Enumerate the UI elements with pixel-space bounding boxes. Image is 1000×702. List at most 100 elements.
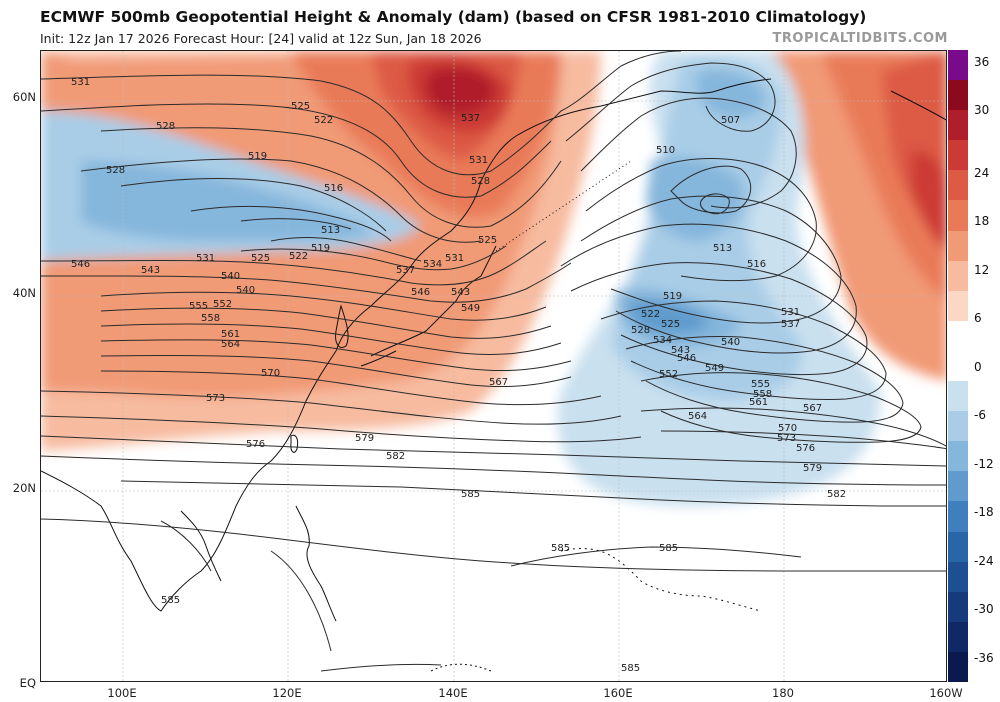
contour-label: 522	[641, 309, 660, 320]
lat-label-20n: 20N	[12, 481, 36, 495]
contour-label: 561	[749, 397, 768, 408]
lon-label-160e: 160E	[603, 686, 633, 700]
colorbar-label: 6	[974, 311, 982, 325]
colorbar-label: 12	[974, 263, 990, 277]
lon-label-120e: 120E	[272, 686, 302, 700]
contour-label: 570	[778, 423, 797, 434]
contour-label: 513	[713, 243, 732, 254]
anomaly-fills	[41, 51, 946, 506]
contour-label: 510	[656, 145, 675, 156]
contour-label: 528	[631, 325, 650, 336]
header: ECMWF 500mb Geopotential Height & Anomal…	[0, 0, 1000, 50]
colorbar-segment	[948, 200, 968, 232]
longitude-axis: 100E 120E 140E 160E 180 160W	[40, 686, 980, 702]
contour-label: 546	[411, 287, 430, 298]
contour-label: 582	[386, 451, 405, 462]
contour-label: 573	[777, 433, 796, 444]
colorbar-segment	[948, 110, 968, 141]
latitude-axis: 60N 40N 20N EQ	[0, 50, 36, 690]
chart-title: ECMWF 500mb Geopotential Height & Anomal…	[40, 8, 867, 26]
contour-label: 567	[489, 377, 508, 388]
colorbar-segment	[948, 230, 968, 262]
contour-label: 531	[469, 155, 488, 166]
lat-label-eq: EQ	[19, 676, 36, 690]
contour-label: 528	[156, 121, 175, 132]
colorbar-label: -36	[974, 651, 994, 665]
contour-label: 573	[206, 393, 225, 404]
colorbar-segment	[948, 651, 968, 683]
lon-label-160w: 160W	[929, 686, 963, 700]
colorbar-segment	[948, 561, 968, 593]
colorbar-label: -30	[974, 602, 994, 616]
graticule	[41, 51, 946, 681]
contour-label: 564	[688, 411, 707, 422]
anomaly-map: 531 528 525 522 519 516 513 537 531 528 …	[41, 51, 946, 681]
lon-label-140e: 140E	[438, 686, 468, 700]
colorbar-segment	[948, 290, 968, 322]
contour-label: 534	[653, 335, 672, 346]
contour-label: 540	[221, 271, 240, 282]
contour-label: 546	[677, 353, 696, 364]
contour-label: 567	[803, 403, 822, 414]
contour-label: 531	[196, 253, 215, 264]
contour-label: 585	[659, 543, 678, 554]
lat-label-40n: 40N	[12, 286, 36, 300]
contour-label: 585	[461, 489, 480, 500]
contour-label: 546	[71, 259, 90, 270]
contour-label: 576	[246, 439, 265, 450]
contour-label: 579	[803, 463, 822, 474]
colorbar-label: 0	[974, 360, 982, 374]
contour-label: 552	[213, 299, 232, 310]
colorbar-segment	[948, 50, 968, 81]
contour-label: 537	[781, 319, 800, 330]
contour-label: 507	[721, 115, 740, 126]
contour-label: 543	[451, 287, 470, 298]
lon-label-100e: 100E	[107, 686, 137, 700]
contour-label: 528	[106, 165, 125, 176]
contour-label: 555	[189, 301, 208, 312]
colorbar-segment	[948, 471, 968, 502]
contour-label: 519	[311, 243, 330, 254]
contour-label: 519	[663, 291, 682, 302]
contour-label: 513	[321, 225, 340, 236]
contour-label: 525	[661, 319, 680, 330]
colorbar-label: 36	[974, 55, 990, 69]
contour-label: 561	[221, 329, 240, 340]
colorbar-label: -12	[974, 457, 994, 471]
contour-label: 555	[751, 379, 770, 390]
contour-label: 543	[671, 345, 690, 356]
forecast-info: Init: 12z Jan 17 2026 Forecast Hour: [24…	[40, 31, 482, 46]
colorbar-segment	[948, 260, 968, 292]
site-credit: TROPICALTIDBITS.COM	[772, 31, 948, 46]
contour-label: 537	[396, 265, 415, 276]
contour-label: 525	[478, 235, 497, 246]
contour-label: 534	[423, 259, 442, 270]
colorbar-segment	[948, 350, 968, 382]
contour-label: 540	[721, 337, 740, 348]
colorbar-segment	[948, 501, 968, 533]
colorbar-segment	[948, 411, 968, 442]
contour-label: 522	[314, 115, 333, 126]
contour-label: 525	[251, 253, 270, 264]
contour-label: 531	[781, 307, 800, 318]
colorbar-segment	[948, 170, 968, 201]
colorbar-segment	[948, 591, 968, 623]
colorbar-label: -6	[974, 408, 986, 422]
contour-label: 528	[471, 176, 490, 187]
colorbar-label: 30	[974, 103, 990, 117]
colorbar-label: -18	[974, 505, 994, 519]
colorbar-label: -24	[974, 554, 994, 568]
map-panel: 531 528 525 522 519 516 513 537 531 528 …	[40, 50, 947, 682]
colorbar-segment	[948, 621, 968, 653]
contour-label: 519	[248, 151, 267, 162]
contour-label: 558	[753, 389, 772, 400]
contour-label: 531	[445, 253, 464, 264]
height-contours	[41, 51, 946, 672]
contour-label: 582	[827, 489, 846, 500]
contour-label: 525	[291, 101, 310, 112]
coastlines-outline	[41, 78, 946, 672]
contour-label: 531	[71, 77, 90, 88]
contour-label: 543	[141, 265, 160, 276]
contour-label: 585	[551, 543, 570, 554]
contour-label: 540	[236, 285, 255, 296]
